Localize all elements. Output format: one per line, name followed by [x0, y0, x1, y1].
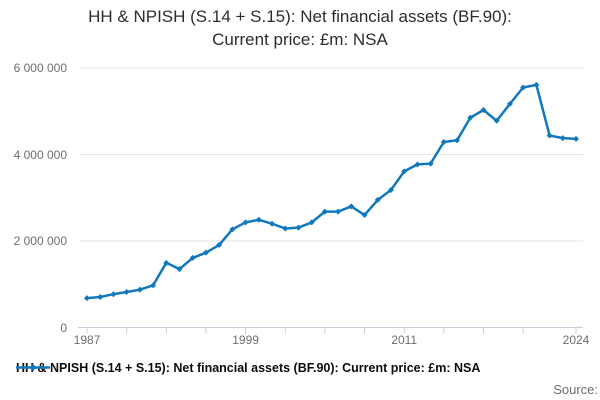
- data-line: [85, 83, 578, 300]
- y-tick-label: 4 000 000: [13, 147, 67, 162]
- data-point-marker: [321, 208, 328, 215]
- data-point-marker: [97, 294, 104, 301]
- data-point-marker: [387, 186, 394, 193]
- data-point-marker: [242, 219, 249, 226]
- data-point-marker: [480, 106, 487, 113]
- data-point-marker: [295, 224, 302, 231]
- legend-item[interactable]: HH & NPISH (S.14 + S.15): Net financial …: [16, 361, 480, 375]
- data-point-marker: [282, 225, 289, 232]
- data-point-marker: [269, 220, 276, 227]
- y-tick-label: 6 000 000: [13, 61, 67, 75]
- data-point-marker: [255, 216, 262, 223]
- data-point-marker: [150, 282, 157, 289]
- data-point-marker: [216, 241, 223, 248]
- data-point-marker: [454, 137, 461, 144]
- data-point-marker: [84, 295, 90, 302]
- data-point-marker: [533, 81, 540, 88]
- data-point-marker: [520, 84, 527, 91]
- data-point-marker: [506, 100, 513, 107]
- chart-title-line1: HH & NPISH (S.14 + S.15): Net financial …: [88, 7, 512, 26]
- chart-title-line2: Current price: £m: NSA: [212, 30, 388, 49]
- data-point-marker: [123, 289, 130, 296]
- data-point-marker: [136, 286, 143, 293]
- data-point-marker: [559, 135, 566, 142]
- legend-label[interactable]: HH & NPISH (S.14 + S.15): Net financial …: [16, 361, 481, 375]
- data-point-marker: [546, 132, 553, 139]
- data-point-marker: [308, 219, 315, 226]
- chart-title: HH & NPISH (S.14 + S.15): Net financial …: [0, 5, 600, 51]
- data-point-marker: [110, 291, 117, 298]
- x-tick-label: 2024: [562, 333, 590, 347]
- data-point-marker: [401, 168, 408, 175]
- data-point-marker: [467, 114, 474, 121]
- data-point-marker: [335, 208, 342, 215]
- source-note: Source:: [553, 382, 598, 397]
- data-point-marker: [440, 138, 447, 145]
- data-point-marker: [361, 212, 368, 219]
- y-tick-label: 2 000 000: [13, 234, 67, 248]
- data-point-marker: [176, 266, 183, 273]
- data-point-marker: [189, 254, 196, 261]
- x-tick-label: 2011: [391, 333, 418, 347]
- data-point-marker: [427, 160, 434, 167]
- x-tick-label: 1999: [232, 333, 259, 347]
- y-tick-label: 0: [60, 320, 67, 335]
- data-point-marker: [348, 203, 355, 210]
- x-tick-label: 1987: [73, 333, 101, 347]
- legend-line-marker-icon: [16, 364, 50, 371]
- data-point-marker: [202, 249, 209, 256]
- data-point-marker: [493, 117, 500, 124]
- data-point-marker: [163, 259, 170, 266]
- data-point-marker: [229, 226, 236, 233]
- data-point-marker: [573, 135, 579, 142]
- legend-marker-diamond: [29, 364, 37, 371]
- data-point-marker: [414, 161, 421, 168]
- data-point-marker: [374, 196, 381, 203]
